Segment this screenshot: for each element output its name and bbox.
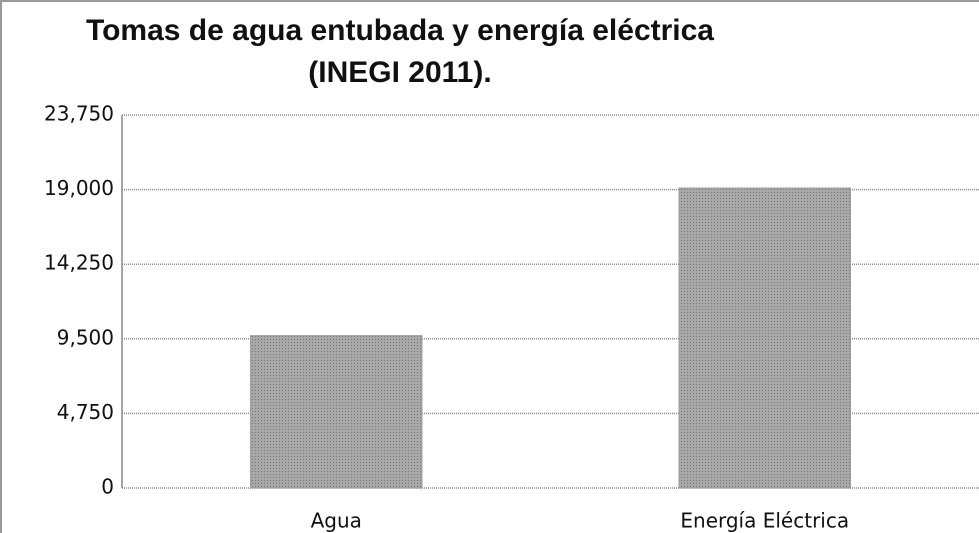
- y-tick-label: 4,750: [57, 400, 114, 424]
- bar: [678, 187, 851, 489]
- y-tick-label: 0: [101, 475, 114, 499]
- chart-subtitle: (INEGI 2011).: [308, 56, 491, 89]
- y-tick-label: 23,750: [44, 102, 114, 126]
- x-tick-label: Energía Eléctrica: [680, 509, 849, 533]
- y-tick-label: 9,500: [57, 325, 114, 349]
- y-tick-label: 14,250: [44, 251, 114, 275]
- bar: [250, 335, 423, 489]
- chart-title: Tomas de agua entubada y energía eléctri…: [86, 14, 714, 47]
- y-tick-label: 19,000: [44, 176, 114, 200]
- x-tick-label: Agua: [311, 509, 362, 533]
